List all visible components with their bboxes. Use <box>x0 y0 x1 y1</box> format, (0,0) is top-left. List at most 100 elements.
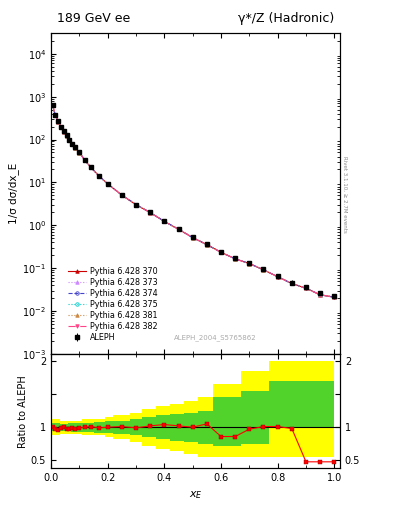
Pythia 6.428 373 <box>53 112 58 118</box>
Pythia 6.428 375 <box>176 226 181 232</box>
Pythia 6.428 374 <box>289 281 294 287</box>
Pythia 6.428 375 <box>67 137 72 143</box>
Pythia 6.428 373 <box>190 234 195 241</box>
Pythia 6.428 370 <box>105 181 110 187</box>
Pythia 6.428 381 <box>219 249 223 255</box>
Pythia 6.428 381 <box>134 202 138 208</box>
Pythia 6.428 373 <box>275 274 280 280</box>
Pythia 6.428 370 <box>247 261 252 267</box>
Pythia 6.428 382 <box>105 181 110 187</box>
Pythia 6.428 375 <box>233 256 237 262</box>
Pythia 6.428 373 <box>83 157 87 163</box>
Pythia 6.428 375 <box>162 218 167 224</box>
Pythia 6.428 370 <box>261 267 266 273</box>
Pythia 6.428 382 <box>56 118 61 124</box>
Pythia 6.428 375 <box>56 118 61 124</box>
Pythia 6.428 382 <box>289 281 294 287</box>
Pythia 6.428 375 <box>70 141 75 147</box>
Pythia 6.428 373 <box>77 150 82 156</box>
Pythia 6.428 375 <box>61 129 66 135</box>
Pythia 6.428 370 <box>219 249 223 255</box>
Pythia 6.428 373 <box>64 133 69 139</box>
Pythia 6.428 375 <box>53 112 58 118</box>
Pythia 6.428 373 <box>289 281 294 287</box>
Pythia 6.428 375 <box>64 133 69 139</box>
Line: Pythia 6.428 373: Pythia 6.428 373 <box>51 103 336 299</box>
Pythia 6.428 382 <box>219 249 223 255</box>
Pythia 6.428 370 <box>233 256 237 262</box>
Pythia 6.428 375 <box>204 242 209 248</box>
Pythia 6.428 375 <box>105 181 110 187</box>
Pythia 6.428 374 <box>233 256 237 262</box>
Pythia 6.428 373 <box>162 218 167 224</box>
Pythia 6.428 382 <box>88 164 93 170</box>
Pythia 6.428 375 <box>275 274 280 280</box>
Pythia 6.428 375 <box>88 164 93 170</box>
Text: γ*/Z (Hadronic): γ*/Z (Hadronic) <box>238 12 334 25</box>
Pythia 6.428 381 <box>190 234 195 241</box>
Pythia 6.428 382 <box>190 234 195 241</box>
Pythia 6.428 370 <box>332 294 337 301</box>
Pythia 6.428 373 <box>304 285 309 291</box>
Pythia 6.428 373 <box>148 209 152 216</box>
Pythia 6.428 373 <box>134 202 138 208</box>
Pythia 6.428 374 <box>176 226 181 232</box>
Pythia 6.428 373 <box>61 129 66 135</box>
Pythia 6.428 381 <box>61 129 66 135</box>
Pythia 6.428 370 <box>53 112 58 118</box>
Pythia 6.428 381 <box>53 112 58 118</box>
Line: Pythia 6.428 374: Pythia 6.428 374 <box>51 103 336 299</box>
Pythia 6.428 373 <box>261 267 266 273</box>
Pythia 6.428 373 <box>67 137 72 143</box>
Pythia 6.428 375 <box>247 261 252 267</box>
Text: ALEPH_2004_S5765862: ALEPH_2004_S5765862 <box>174 334 257 341</box>
Pythia 6.428 375 <box>332 294 337 301</box>
Pythia 6.428 381 <box>59 124 63 130</box>
Pythia 6.428 381 <box>88 164 93 170</box>
Pythia 6.428 381 <box>64 133 69 139</box>
Text: Rivet 3.1.10, ≥ 2.7M events: Rivet 3.1.10, ≥ 2.7M events <box>343 156 348 233</box>
Pythia 6.428 370 <box>190 234 195 241</box>
Pythia 6.428 382 <box>53 112 58 118</box>
Pythia 6.428 381 <box>162 218 167 224</box>
Pythia 6.428 382 <box>67 137 72 143</box>
Pythia 6.428 375 <box>134 202 138 208</box>
Pythia 6.428 382 <box>64 133 69 139</box>
Pythia 6.428 381 <box>176 226 181 232</box>
Pythia 6.428 373 <box>97 173 102 179</box>
Pythia 6.428 370 <box>56 118 61 124</box>
Pythia 6.428 381 <box>233 256 237 262</box>
Pythia 6.428 382 <box>162 218 167 224</box>
Pythia 6.428 375 <box>318 292 323 298</box>
Pythia 6.428 374 <box>162 218 167 224</box>
Pythia 6.428 374 <box>77 150 82 156</box>
Pythia 6.428 375 <box>59 124 63 130</box>
Pythia 6.428 381 <box>289 281 294 287</box>
Y-axis label: 1/σ dσ/dx_E: 1/σ dσ/dx_E <box>9 163 20 224</box>
Pythia 6.428 373 <box>119 192 124 198</box>
Pythia 6.428 373 <box>247 261 252 267</box>
Pythia 6.428 374 <box>59 124 63 130</box>
Pythia 6.428 370 <box>83 157 87 163</box>
Pythia 6.428 375 <box>289 281 294 287</box>
Pythia 6.428 374 <box>304 285 309 291</box>
Pythia 6.428 373 <box>233 256 237 262</box>
Pythia 6.428 382 <box>61 129 66 135</box>
Pythia 6.428 381 <box>275 274 280 280</box>
Pythia 6.428 382 <box>134 202 138 208</box>
Pythia 6.428 375 <box>97 173 102 179</box>
Pythia 6.428 370 <box>88 164 93 170</box>
X-axis label: $x_E$: $x_E$ <box>189 489 202 501</box>
Pythia 6.428 375 <box>119 192 124 198</box>
Pythia 6.428 373 <box>88 164 93 170</box>
Pythia 6.428 382 <box>50 102 55 108</box>
Pythia 6.428 382 <box>247 261 252 267</box>
Pythia 6.428 370 <box>119 192 124 198</box>
Pythia 6.428 382 <box>204 242 209 248</box>
Pythia 6.428 370 <box>73 144 77 151</box>
Pythia 6.428 373 <box>176 226 181 232</box>
Pythia 6.428 382 <box>176 226 181 232</box>
Pythia 6.428 381 <box>67 137 72 143</box>
Pythia 6.428 370 <box>162 218 167 224</box>
Pythia 6.428 370 <box>50 102 55 108</box>
